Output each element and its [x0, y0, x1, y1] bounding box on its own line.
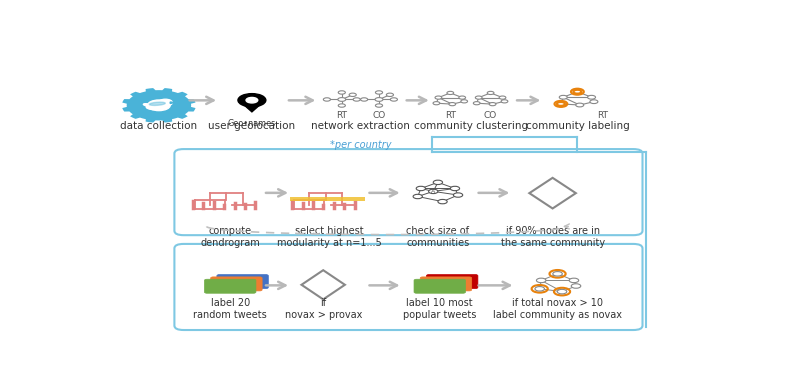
FancyBboxPatch shape: [210, 277, 262, 291]
Circle shape: [435, 96, 442, 99]
Text: RT: RT: [445, 111, 456, 120]
Circle shape: [438, 199, 447, 204]
Ellipse shape: [150, 102, 166, 105]
Text: A: A: [431, 189, 435, 194]
Circle shape: [487, 91, 494, 94]
Text: if
novax > provax: if novax > provax: [285, 298, 362, 320]
Circle shape: [454, 193, 462, 197]
Text: Geo•names: Geo•names: [228, 119, 276, 128]
Circle shape: [353, 98, 360, 101]
Circle shape: [576, 103, 584, 107]
Circle shape: [537, 278, 546, 283]
Circle shape: [434, 180, 442, 185]
Text: if total novax > 10
label community as novax: if total novax > 10 label community as n…: [493, 298, 622, 320]
Circle shape: [413, 194, 422, 199]
Circle shape: [558, 290, 566, 294]
Text: user geolocation: user geolocation: [208, 121, 295, 132]
Circle shape: [238, 94, 266, 107]
Circle shape: [569, 278, 578, 283]
Circle shape: [148, 100, 170, 111]
Circle shape: [433, 102, 440, 105]
FancyBboxPatch shape: [205, 279, 256, 293]
Text: label 10 most
popular tweets: label 10 most popular tweets: [403, 298, 477, 320]
Circle shape: [429, 189, 438, 194]
Circle shape: [447, 91, 454, 94]
Polygon shape: [122, 88, 195, 122]
Circle shape: [338, 91, 346, 94]
Circle shape: [361, 98, 368, 101]
Polygon shape: [170, 102, 174, 103]
Circle shape: [390, 98, 398, 101]
Circle shape: [499, 96, 506, 99]
Circle shape: [474, 102, 480, 105]
Polygon shape: [238, 100, 265, 112]
FancyBboxPatch shape: [217, 274, 268, 288]
Ellipse shape: [143, 104, 152, 106]
Circle shape: [338, 98, 346, 101]
Circle shape: [158, 99, 173, 106]
Text: if 90% nodes are in
the same community: if 90% nodes are in the same community: [501, 226, 605, 248]
Circle shape: [475, 96, 482, 99]
Circle shape: [571, 284, 581, 288]
Text: community clustering: community clustering: [414, 121, 528, 132]
Circle shape: [349, 93, 356, 97]
Circle shape: [535, 287, 545, 291]
Text: data collection: data collection: [120, 121, 198, 132]
Circle shape: [323, 98, 330, 101]
Text: network extraction: network extraction: [311, 121, 410, 132]
FancyBboxPatch shape: [420, 277, 472, 291]
FancyBboxPatch shape: [414, 279, 466, 293]
Text: CO: CO: [372, 111, 386, 120]
Text: label 20
random tweets: label 20 random tweets: [194, 298, 267, 320]
Circle shape: [450, 186, 459, 191]
Circle shape: [501, 100, 508, 103]
Bar: [290, 197, 365, 201]
Circle shape: [386, 93, 394, 97]
Circle shape: [590, 100, 598, 103]
Circle shape: [416, 186, 426, 191]
Text: check size of
communities: check size of communities: [406, 226, 470, 248]
Text: *per country: *per country: [330, 140, 391, 150]
Text: compute
dendrogram: compute dendrogram: [200, 226, 260, 248]
Circle shape: [449, 103, 456, 106]
Circle shape: [375, 104, 382, 107]
Circle shape: [246, 97, 258, 103]
Circle shape: [553, 272, 562, 276]
Circle shape: [557, 102, 565, 106]
FancyBboxPatch shape: [426, 274, 478, 288]
Circle shape: [490, 103, 496, 106]
Circle shape: [375, 98, 383, 101]
Circle shape: [559, 96, 567, 99]
Circle shape: [461, 100, 467, 103]
Circle shape: [459, 96, 466, 99]
Text: select highest
modularity at n=1...5: select highest modularity at n=1...5: [277, 226, 382, 248]
Circle shape: [375, 91, 382, 94]
Text: community labeling: community labeling: [526, 121, 630, 132]
Circle shape: [587, 96, 595, 99]
Text: RT: RT: [597, 111, 608, 120]
Text: RT: RT: [336, 111, 347, 120]
Text: CO: CO: [484, 111, 498, 120]
Circle shape: [338, 104, 346, 107]
Ellipse shape: [146, 102, 168, 110]
Circle shape: [574, 90, 582, 94]
